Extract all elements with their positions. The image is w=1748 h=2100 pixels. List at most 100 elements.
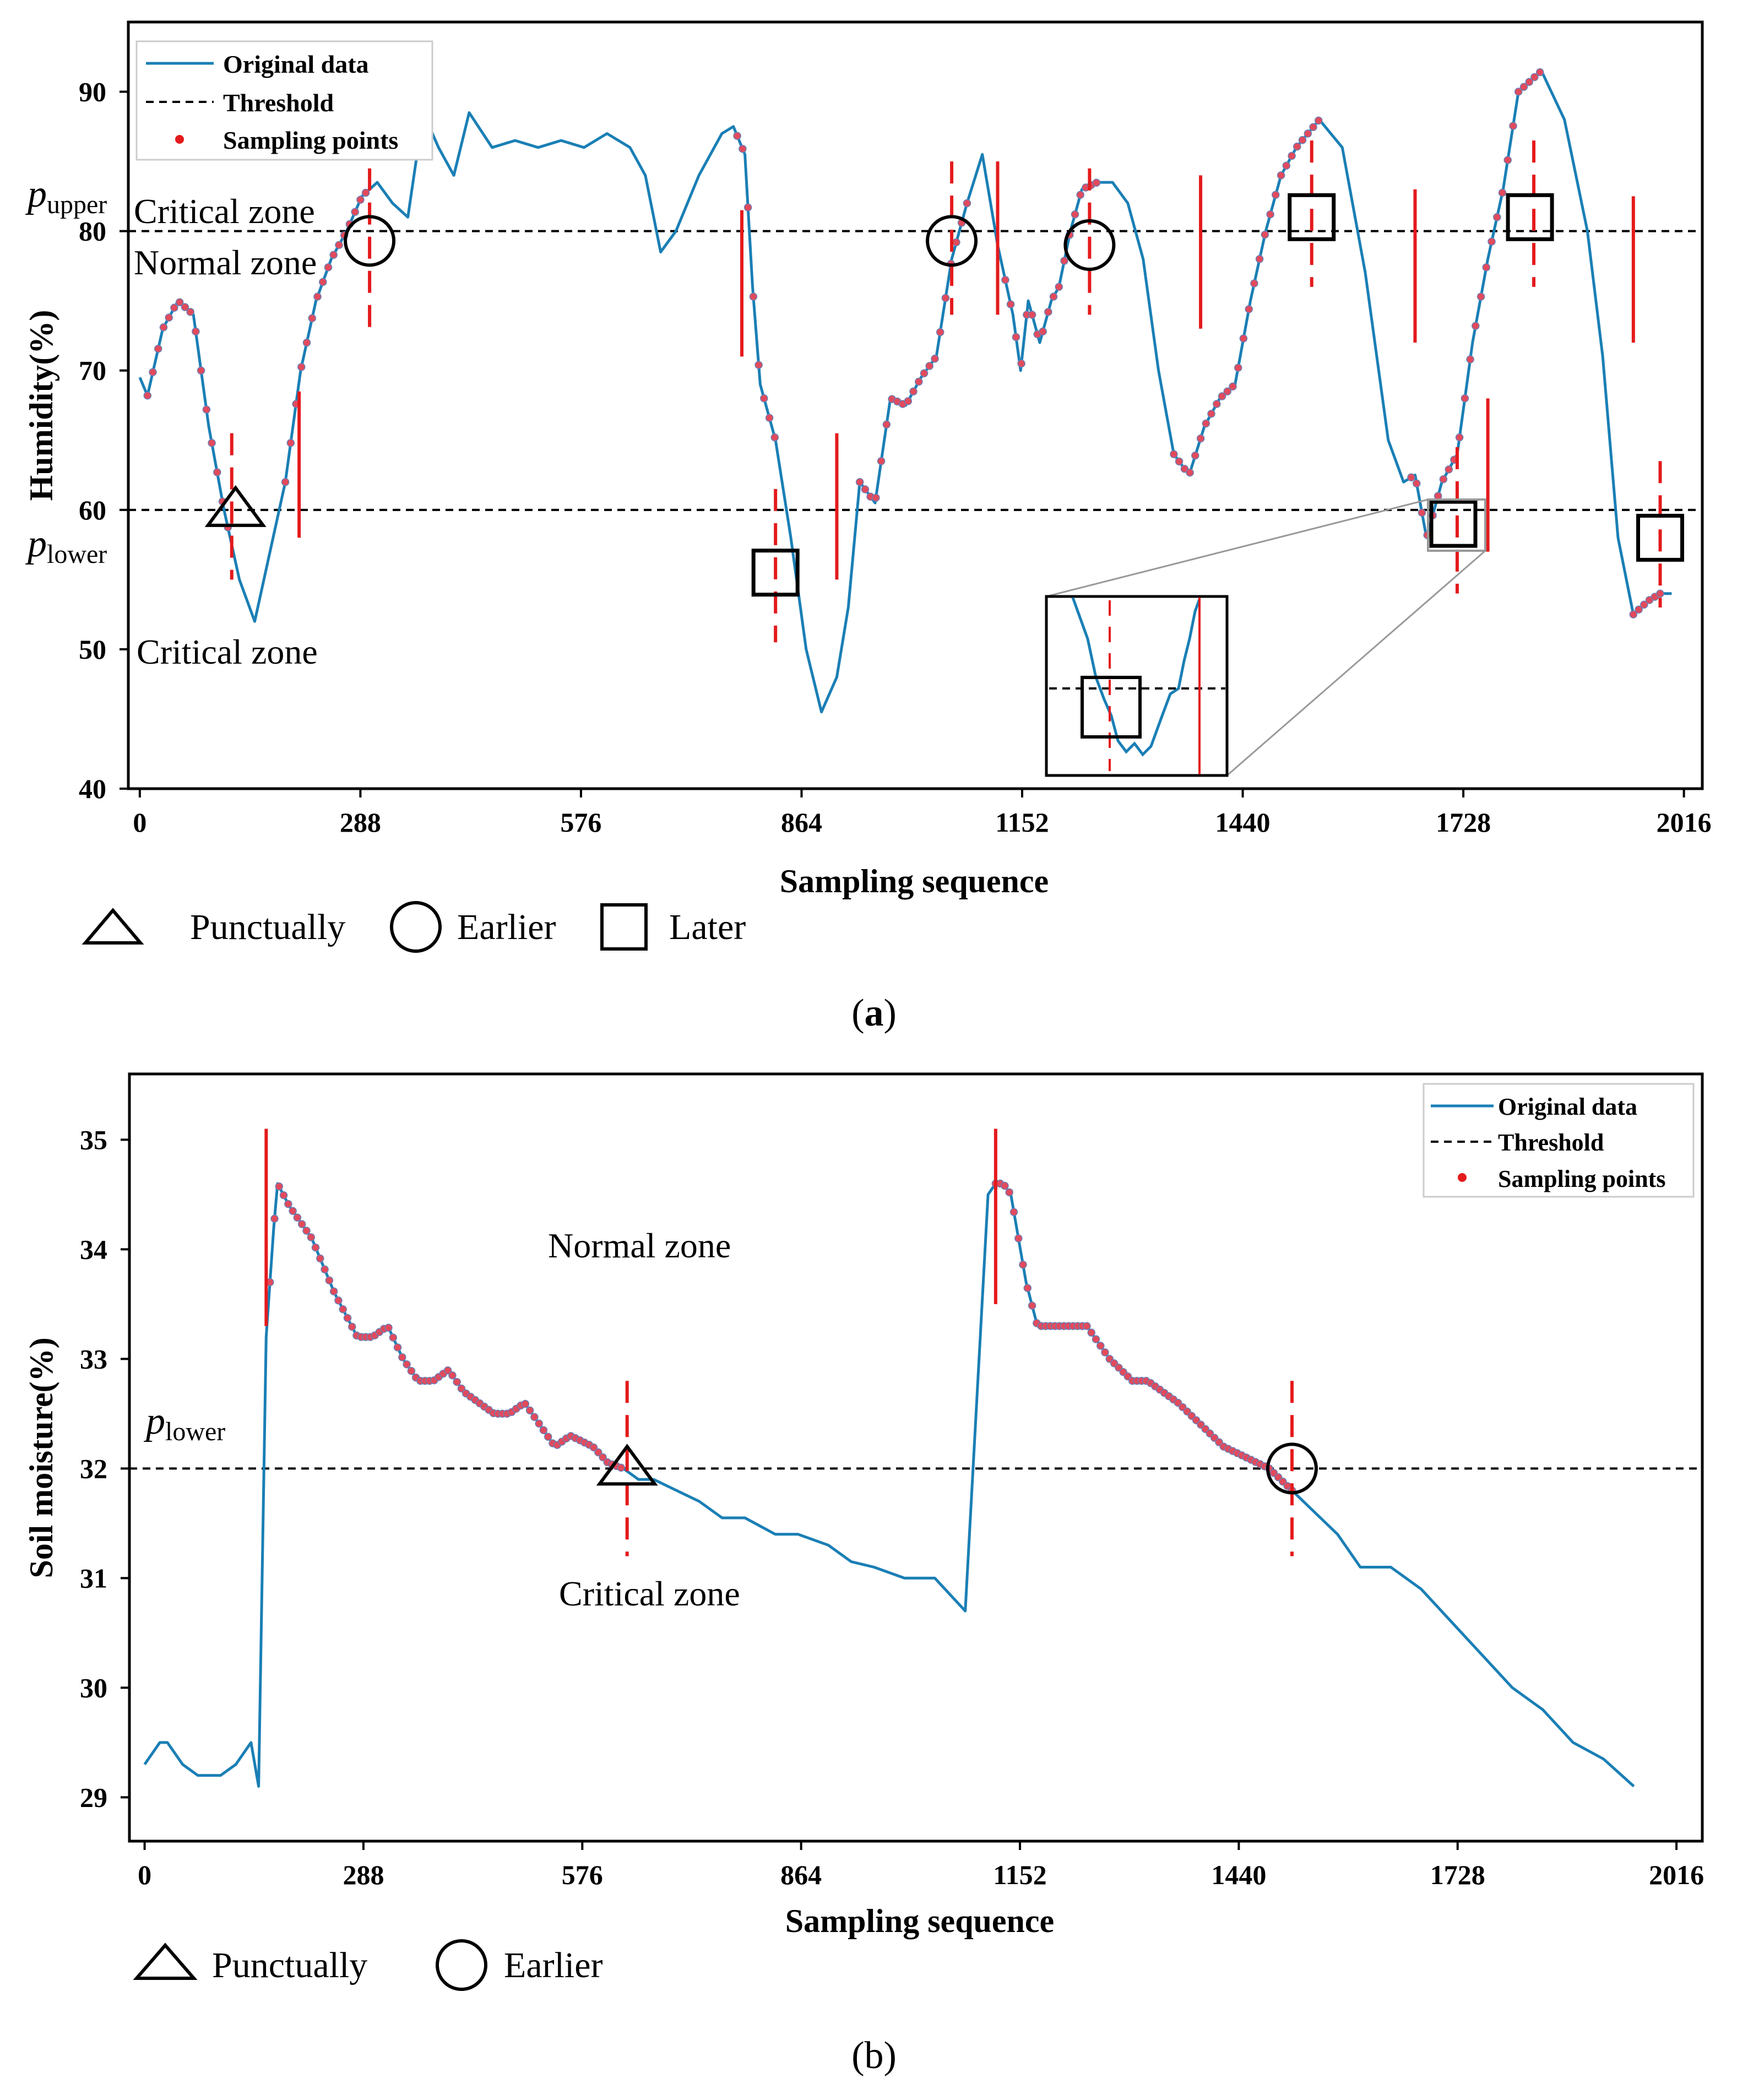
x-tick-label: 1440 bbox=[1215, 807, 1271, 838]
sampling-point bbox=[1466, 355, 1474, 363]
key-triangle-icon bbox=[82, 908, 144, 945]
sampling-point bbox=[1060, 257, 1068, 265]
sampling-point bbox=[351, 208, 359, 216]
sampling-point bbox=[589, 1443, 598, 1452]
sampling-point bbox=[931, 354, 939, 363]
b-legend-threshold-label: Threshold bbox=[1498, 1129, 1604, 1156]
x-tick-label: 2016 bbox=[1649, 1859, 1704, 1890]
a-legend-line-label: Original data bbox=[223, 50, 369, 78]
a-axes: 0 288 576 864 1152 1440 1728 2016 40 50 60 70 80 90 bbox=[79, 77, 1712, 838]
sampling-point bbox=[1476, 292, 1485, 301]
a-inset-connector bbox=[1046, 498, 1429, 598]
b-zone-critical: Critical zone bbox=[559, 1574, 740, 1613]
sampling-point bbox=[1412, 479, 1421, 487]
sampling-point bbox=[733, 132, 741, 140]
sampling-point bbox=[1044, 308, 1052, 316]
key-circle-icon bbox=[436, 1939, 487, 1991]
sampling-point bbox=[882, 420, 891, 429]
a-inset-source-box bbox=[1427, 498, 1486, 552]
sampling-point bbox=[1239, 334, 1248, 343]
sampling-point bbox=[1525, 78, 1533, 86]
sampling-point bbox=[334, 1296, 343, 1305]
b-marker-key: Punctually Earlier bbox=[133, 1939, 603, 1991]
a-p-upper-label: pupper bbox=[25, 173, 107, 219]
sampling-point bbox=[1096, 1342, 1105, 1350]
a-p-lower-label: plower bbox=[25, 523, 107, 569]
earlier-circle-marker bbox=[1266, 1442, 1318, 1495]
sampling-point bbox=[1223, 387, 1231, 395]
sampling-point bbox=[877, 457, 886, 465]
sampling-point bbox=[1282, 161, 1291, 170]
sampling-point bbox=[308, 314, 317, 323]
a-zone-upper-critical: Critical zone bbox=[134, 192, 315, 231]
sampling-point bbox=[1407, 473, 1415, 482]
earlier-circle-marker bbox=[1063, 219, 1116, 271]
x-tick-label: 0 bbox=[138, 1859, 151, 1890]
x-tick-label: 1440 bbox=[1211, 1859, 1266, 1890]
sampling-point bbox=[1439, 475, 1448, 484]
sampling-point bbox=[313, 292, 322, 301]
sampling-point bbox=[202, 405, 211, 414]
a-key-punctually: Punctually bbox=[190, 907, 345, 947]
b-ylabel: Soil moisture(%) bbox=[23, 1337, 59, 1578]
sampling-point bbox=[535, 1419, 543, 1428]
sampling-point bbox=[389, 1333, 398, 1342]
a-markers bbox=[204, 193, 1685, 597]
sampling-point bbox=[281, 477, 290, 486]
sampling-point bbox=[539, 1426, 548, 1435]
sampling-point bbox=[920, 369, 929, 378]
sampling-point bbox=[1635, 605, 1643, 614]
x-tick-label: 864 bbox=[780, 1859, 822, 1890]
x-tick-label: 1728 bbox=[1436, 807, 1491, 838]
sampling-point bbox=[175, 298, 184, 306]
sampling-point bbox=[1288, 151, 1296, 160]
sampling-point bbox=[170, 303, 178, 312]
sampling-point bbox=[1012, 333, 1020, 341]
a-legend-points-swatch bbox=[175, 135, 184, 144]
a-series bbox=[138, 69, 1672, 714]
sampling-point bbox=[325, 1276, 334, 1285]
sampling-point bbox=[1028, 1301, 1036, 1310]
b-p-lower-label: plower bbox=[143, 1400, 225, 1446]
x-tick-label: 1152 bbox=[993, 1859, 1046, 1890]
sampling-point bbox=[1186, 468, 1194, 477]
sampling-point bbox=[749, 292, 758, 301]
y-tick-label: 34 bbox=[80, 1234, 107, 1265]
sampling-point bbox=[872, 493, 880, 502]
sampling-point bbox=[1304, 129, 1312, 138]
b-sampling-points bbox=[265, 1179, 1296, 1495]
sampling-point bbox=[319, 278, 327, 286]
original-data-line bbox=[138, 69, 1672, 714]
sampling-point bbox=[186, 308, 194, 316]
sampling-point bbox=[297, 363, 306, 371]
sampling-point bbox=[525, 1406, 534, 1415]
sampling-point bbox=[208, 439, 216, 447]
b-xlabel: Sampling sequence bbox=[785, 1903, 1054, 1939]
sampling-point bbox=[915, 377, 923, 386]
sampling-point bbox=[1175, 457, 1184, 466]
x-tick-label: 576 bbox=[562, 1859, 603, 1890]
sampling-point bbox=[1005, 1188, 1013, 1197]
sampling-point bbox=[1519, 83, 1528, 91]
sampling-point bbox=[339, 1305, 347, 1314]
a-legend-threshold-label: Threshold bbox=[223, 89, 334, 117]
a-red-bars bbox=[230, 140, 1662, 643]
later-square-marker bbox=[1636, 513, 1685, 562]
plot-b-frame bbox=[128, 1072, 1704, 1843]
sampling-point bbox=[1071, 210, 1079, 219]
sampling-point bbox=[754, 361, 763, 369]
sampling-point bbox=[544, 1432, 552, 1441]
sampling-point bbox=[743, 203, 752, 211]
sampling-point bbox=[159, 323, 168, 332]
sampling-point bbox=[1101, 1348, 1109, 1356]
sampling-point bbox=[1514, 88, 1523, 96]
a-inset-square-marker bbox=[1081, 676, 1142, 739]
sampling-point bbox=[384, 1323, 393, 1332]
sampling-point bbox=[904, 397, 913, 405]
x-tick-label: 864 bbox=[781, 807, 822, 838]
sampling-point bbox=[1196, 434, 1205, 443]
key-square-icon bbox=[600, 903, 648, 951]
later-square-marker bbox=[751, 549, 800, 597]
y-tick-label: 35 bbox=[80, 1124, 107, 1155]
a-inset-curve bbox=[1071, 597, 1201, 757]
